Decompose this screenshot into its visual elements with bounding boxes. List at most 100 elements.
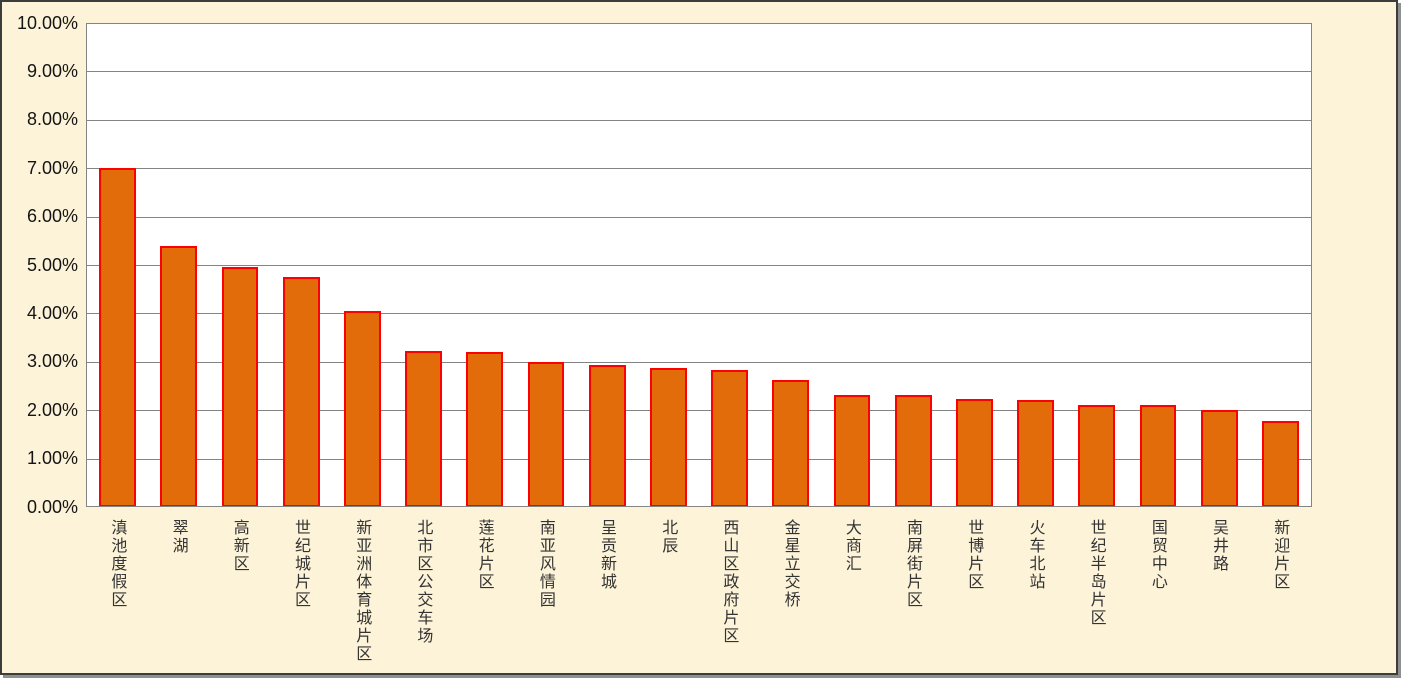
bar-slot: [577, 23, 638, 507]
gridline: [87, 410, 1311, 412]
x-category-label: 国贸中心: [1148, 519, 1166, 591]
x-label-slot: 世博片区: [943, 519, 1004, 673]
gridline: [87, 119, 1311, 121]
x-label-slot: 金星立交桥: [759, 519, 820, 673]
bar-slot: [1250, 23, 1311, 507]
x-category-label: 金星立交桥: [781, 519, 799, 609]
x-label-slot: 新迎片区: [1249, 519, 1310, 673]
bar-slot: [1066, 23, 1127, 507]
x-category-label: 新亚洲体育城片区: [353, 519, 371, 663]
x-label-slot: 吴井路: [1188, 519, 1249, 673]
gridline: [87, 23, 1311, 24]
bar-slot: [87, 23, 148, 507]
gridline: [87, 361, 1311, 363]
y-tick-label: 4.00%: [26, 302, 78, 323]
bar-吴井路: [1200, 410, 1238, 507]
x-category-label: 北辰: [659, 519, 677, 555]
x-axis-line: [87, 506, 1311, 507]
bar-国贸中心: [1139, 405, 1177, 507]
x-category-label: 西山区政府片区: [720, 519, 738, 645]
bar-slot: [760, 23, 821, 507]
bar-新迎片区: [1262, 420, 1299, 507]
x-category-label: 南亚风情园: [536, 519, 554, 609]
bar-火车北站: [1017, 400, 1054, 507]
x-category-label: 世纪城片区: [292, 519, 309, 609]
bar-slot: [1005, 23, 1066, 507]
x-label-slot: 滇池度假区: [86, 519, 147, 673]
y-tick-label: 3.00%: [26, 351, 78, 372]
bar-翠湖: [160, 245, 198, 507]
x-label-slot: 世纪半岛片区: [1065, 519, 1126, 673]
bar-高新区: [221, 267, 259, 507]
bar-北辰: [650, 367, 687, 507]
x-axis-labels: 滇池度假区 翠湖 高新区 世纪城片区 新亚洲体育城片区 北市区公交车场 莲花片区 南亚风情园 呈…: [86, 519, 1310, 673]
bar-slot: [944, 23, 1005, 507]
bar-slot: [454, 23, 515, 507]
gridline: [87, 265, 1311, 266]
x-category-label: 莲花片区: [475, 519, 493, 591]
gridline: [87, 168, 1311, 170]
y-tick-label: 9.00%: [26, 60, 78, 81]
x-category-label: 南屏街片区: [904, 519, 922, 609]
bar-slot: [393, 23, 454, 507]
x-label-slot: 火车北站: [1004, 519, 1065, 673]
bar-slot: [638, 23, 699, 507]
bars-container: [87, 23, 1311, 507]
bar-北市区公交车场: [405, 351, 442, 507]
bar-slot: [883, 23, 944, 507]
y-tick-label: 1.00%: [26, 448, 78, 469]
y-tick-label: 8.00%: [26, 109, 78, 130]
x-category-label: 高新区: [230, 519, 248, 573]
gridline: [87, 71, 1311, 73]
x-category-label: 吴井路: [1210, 519, 1228, 573]
x-category-label: 新迎片区: [1271, 519, 1289, 591]
bar-slot: [1127, 23, 1188, 507]
x-category-label: 滇池度假区: [108, 519, 126, 609]
x-label-slot: 世纪城片区: [270, 519, 331, 673]
x-label-slot: 北辰: [637, 519, 698, 673]
x-label-slot: 新亚洲体育城片区: [331, 519, 392, 673]
bar-大商汇: [833, 394, 871, 507]
bar-slot: [332, 23, 393, 507]
bar-slot: [271, 23, 332, 507]
y-tick-label: 7.00%: [26, 157, 78, 178]
bar-slot: [148, 23, 209, 507]
x-category-label: 世纪半岛片区: [1087, 519, 1105, 627]
bar-世纪城片区: [282, 276, 320, 507]
x-label-slot: 呈贡新城: [576, 519, 637, 673]
x-category-label: 翠湖: [169, 519, 187, 555]
gridline: [87, 216, 1311, 218]
gridline: [87, 313, 1311, 315]
y-axis: 0.00% 1.00% 2.00% 3.00% 4.00% 5.00% 6.00% 7.00%…: [2, 13, 78, 517]
x-category-label: 呈贡新城: [598, 519, 616, 591]
bar-西山区政府片区: [711, 370, 748, 507]
gridline: [87, 458, 1311, 460]
y-tick-label: 5.00%: [26, 254, 78, 275]
bar-slot: [209, 23, 270, 507]
bar-slot: [1189, 23, 1250, 507]
x-label-slot: 翠湖: [147, 519, 208, 673]
x-label-slot: 大商汇: [820, 519, 881, 673]
bar-南亚风情园: [527, 362, 565, 507]
bar-slot: [699, 23, 760, 507]
bar-金星立交桥: [772, 380, 810, 507]
plot-area: [86, 23, 1312, 507]
y-tick-label: 6.00%: [26, 206, 78, 227]
x-label-slot: 莲花片区: [453, 519, 514, 673]
x-label-slot: 北市区公交车场: [392, 519, 453, 673]
bar-呈贡新城: [588, 364, 626, 507]
x-category-label: 大商汇: [842, 519, 860, 573]
y-tick-label: 2.00%: [26, 399, 78, 420]
x-label-slot: 南屏街片区: [882, 519, 943, 673]
y-tick-label: 0.00%: [26, 496, 78, 517]
x-category-label: 北市区公交车场: [414, 519, 432, 645]
bar-滇池度假区: [99, 168, 136, 507]
x-label-slot: 南亚风情园: [514, 519, 575, 673]
bar-新亚洲体育城片区: [344, 311, 381, 507]
y-tick-label: 10.00%: [16, 12, 78, 33]
x-category-label: 世博片区: [965, 519, 983, 591]
x-label-slot: 高新区: [208, 519, 269, 673]
bar-莲花片区: [466, 352, 504, 507]
bar-南屏街片区: [894, 394, 932, 507]
